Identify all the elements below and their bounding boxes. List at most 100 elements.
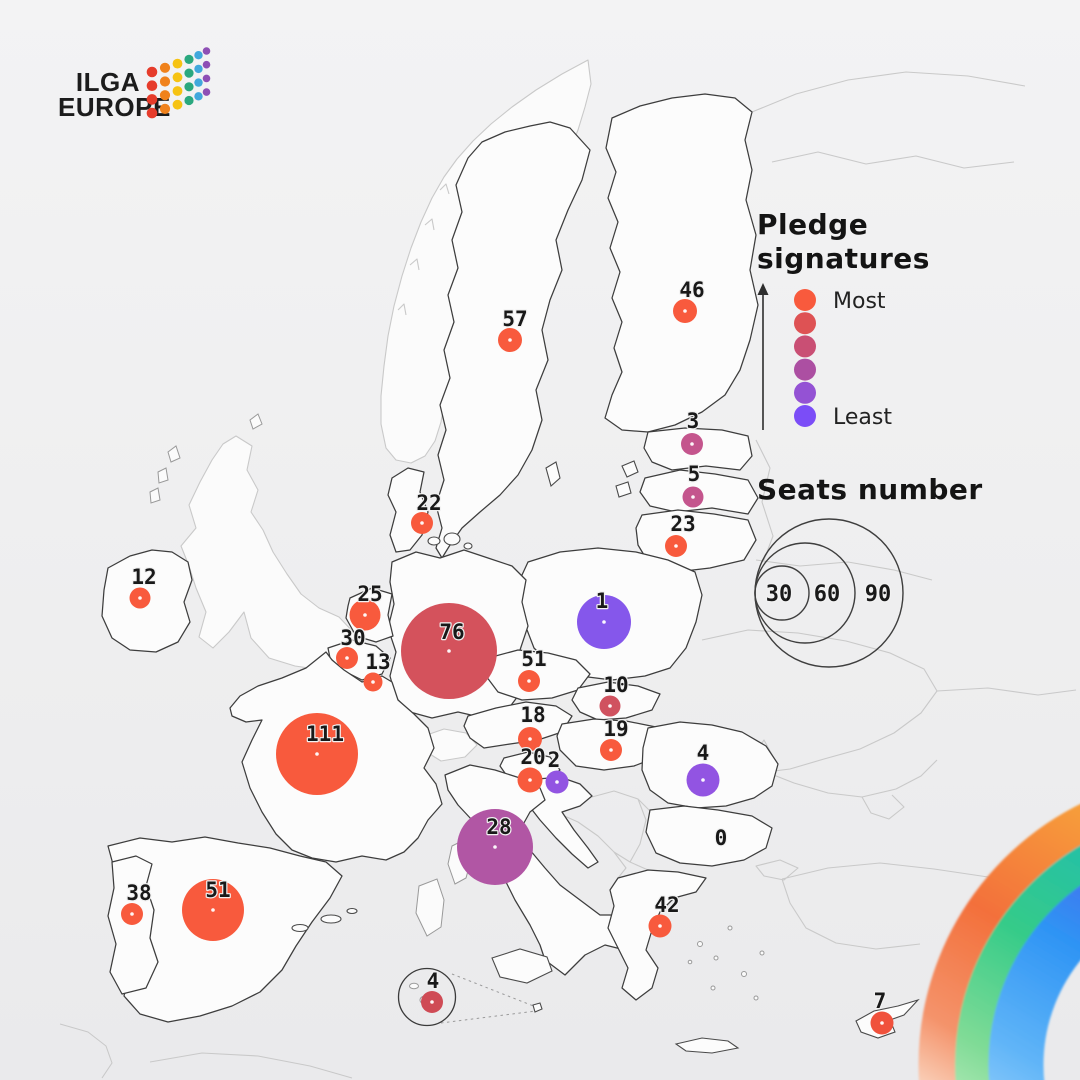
bubble-value-label-romania: 4 [697, 741, 710, 765]
seats-scale-label-60: 60 [814, 582, 841, 607]
bubble-center-dot-latvia [691, 495, 695, 499]
bubble-center-dot-czechia [527, 679, 531, 683]
bubble-value-label-bulgaria: 0 [715, 826, 728, 850]
legend-pledge-signatures: Pledge signatures Most Least [757, 208, 930, 430]
bubble-center-dot-slovakia [608, 704, 612, 708]
malta-inset-ring [397, 967, 457, 1027]
sardinia-island [415, 878, 445, 937]
bubble-value-label-portugal: 38 [126, 881, 151, 905]
bubble-value-label-spain: 51 [205, 878, 230, 902]
rainbow-band-blue [988, 885, 1080, 1080]
seats-scale-label-90: 90 [865, 582, 892, 607]
danish-island-zealand [443, 532, 461, 546]
seats-scale-label-30: 30 [766, 582, 793, 607]
logo-dot [194, 78, 203, 87]
legend-seats-number: Seats number 30 60 90 [754, 473, 983, 668]
bubble-value-label-italy: 28 [486, 815, 511, 839]
crete-island [674, 1037, 740, 1054]
malta-true-location [532, 1002, 543, 1013]
bubble-value-label-hungary: 19 [603, 717, 628, 741]
africa-coast-lines [59, 1023, 353, 1079]
bubble-value-label-croatia: 2 [548, 748, 561, 772]
bubble-center-dot-belgium [345, 656, 349, 660]
logo-dot [194, 64, 203, 74]
bubble-value-label-luxembourg: 13 [365, 650, 390, 674]
bubble-center-dot-estonia [690, 442, 694, 446]
bubble-center-dot-italy [493, 845, 497, 849]
country-outline-portugal [107, 855, 159, 995]
logo-line2: EUROPE [58, 91, 171, 122]
bubble-value-label-slovenia: 20 [520, 745, 545, 769]
bubble-value-label-malta: 4 [427, 969, 440, 993]
rainbow-band-orange [918, 804, 1080, 1080]
bubble-center-dot-netherlands [363, 613, 367, 617]
country-outline-romania [641, 721, 779, 809]
legend-least-label: Least [833, 405, 892, 430]
sicily-island [491, 948, 553, 984]
bubble-center-dot-germany [447, 649, 451, 653]
west-balkans-lines [559, 790, 651, 879]
estonian-islands [615, 460, 639, 498]
country-outline-greece [607, 869, 707, 1001]
legend-seats-title: Seats number [757, 473, 983, 506]
legend-signatures-title-line2: signatures [757, 242, 930, 275]
country-outline-austria [463, 701, 573, 749]
belarus-ukraine-lines [701, 559, 1077, 820]
bubble-value-label-latvia: 5 [688, 462, 701, 486]
legend-color-dot-5 [794, 405, 816, 427]
bubble-center-dot-austria [528, 737, 532, 741]
ilga-europe-logo: ILGA EUROPE [58, 47, 226, 124]
balearic-mallorca [320, 914, 342, 924]
bubble-value-label-poland: 1 [596, 589, 609, 613]
bubble-value-label-france: 111 [306, 722, 344, 746]
legend-color-dot-3 [794, 358, 816, 381]
logo-dot [184, 54, 194, 64]
logo-dot-grid [146, 47, 211, 119]
legend-color-dot-4 [794, 381, 816, 404]
bubble-value-label-germany: 76 [439, 620, 464, 644]
bubble-center-dot-ireland [138, 596, 142, 600]
bubble-center-dot-romania [701, 778, 705, 782]
bubble-value-label-finland: 46 [679, 278, 704, 302]
logo-dot [202, 88, 211, 96]
legend-color-dot-0 [794, 289, 816, 311]
bubble-value-label-czechia: 51 [521, 647, 546, 671]
logo-dot [146, 66, 158, 78]
logo-dot [202, 47, 211, 55]
logo-dot [146, 107, 158, 119]
hebrides-islands [149, 413, 263, 504]
bubble-value-label-greece: 42 [654, 893, 679, 917]
bubble-value-label-denmark: 22 [416, 491, 441, 515]
logo-dot [184, 95, 194, 106]
legend-signatures-title-line1: Pledge [757, 208, 868, 241]
bubble-value-label-austria: 18 [520, 703, 545, 727]
logo-dot [159, 62, 171, 73]
bubble-center-dot-slovenia [528, 778, 532, 782]
bubble-center-dot-finland [683, 309, 687, 313]
logo-dot [202, 74, 211, 83]
bubble-value-label-slovakia: 10 [603, 673, 628, 697]
rainbow-band-green [955, 845, 1080, 1080]
bubble-center-dot-greece [658, 924, 662, 928]
bubble-value-label-estonia: 3 [687, 409, 700, 433]
balearic-menorca [346, 907, 358, 915]
bubble-value-label-belgium: 30 [340, 626, 365, 650]
bubble-value-label-sweden: 57 [502, 307, 527, 331]
bubble-center-dot-france [315, 752, 319, 756]
bubble-center-dot-malta [430, 1000, 434, 1004]
bubble-center-dot-croatia [555, 780, 559, 784]
bubble-center-dot-luxembourg [371, 680, 375, 684]
legend-arrow-head [757, 283, 769, 295]
legend-color-dot-1 [794, 312, 816, 335]
logo-dot [202, 60, 211, 69]
bubble-value-label-cyprus: 7 [874, 989, 887, 1013]
malta-gozo-island [409, 982, 419, 990]
logo-dot [172, 86, 183, 96]
bubble-value-label-ireland: 12 [131, 565, 156, 589]
logo-dot [146, 80, 158, 91]
seats-scale-circles: 30 60 90 [754, 518, 904, 668]
legend-most-label: Most [833, 289, 886, 314]
gotland-island [545, 461, 561, 487]
